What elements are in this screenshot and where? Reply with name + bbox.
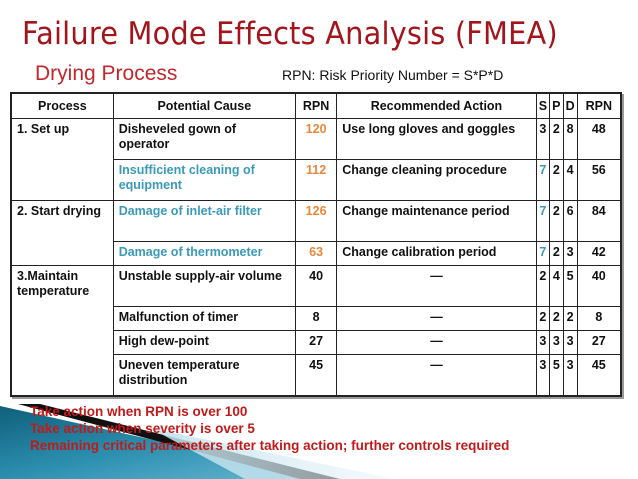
probability-cell: 5 (549, 354, 564, 397)
severity-cell: 2 (535, 265, 551, 307)
table-row: 3.Maintain temperature Unstable supply-a… (10, 265, 622, 397)
rpn-cell: 45 (294, 354, 338, 397)
rpn-after-cell: 8 (576, 306, 622, 331)
header-severity: S (535, 92, 551, 119)
table-row: High dew-point 27 — 3 3 3 27 (11, 330, 622, 355)
fmea-table: Process Potential Cause RPN Recommended … (10, 92, 622, 397)
detection-cell: 3 (562, 241, 578, 266)
severity-cell: 7 (535, 159, 551, 201)
note-severity-threshold: Take action when severity is over 5 (30, 421, 255, 436)
rpn-after-cell: 45 (576, 354, 622, 397)
cause-cell: Uneven temperature distribution (112, 354, 296, 397)
table-row: Uneven temperature distribution 45 — 3 5… (11, 354, 622, 397)
severity-cell: 3 (535, 118, 551, 160)
table-row: Malfunction of timer 8 — 2 2 2 8 (11, 306, 622, 331)
detection-cell: 8 (562, 118, 578, 160)
cause-cell: Damage of thermometer (112, 241, 296, 266)
cause-cell: Unstable supply-air volume (112, 265, 296, 307)
slide-title: Failure Mode Effects Analysis (FMEA) (22, 16, 558, 52)
detection-cell: 3 (562, 330, 578, 355)
severity-cell: 2 (535, 306, 551, 331)
rpn-after-cell: 84 (576, 200, 622, 242)
process-cell: 3.Maintain temperature (10, 265, 114, 397)
rpn-cell: 120 (294, 118, 338, 160)
cause-cell: Insufficient cleaning of equipment (112, 159, 296, 201)
cause-cell: Malfunction of timer (112, 306, 296, 331)
action-cell: Change calibration period (336, 241, 537, 266)
note-rpn-threshold: Take action when RPN is over 100 (30, 404, 248, 419)
rpn-cell: 40 (294, 265, 338, 307)
probability-cell: 2 (549, 241, 564, 266)
slide-subtitle: Drying Process (35, 62, 178, 85)
header-detection: D (562, 92, 578, 119)
table-row: Insufficient cleaning of equipment 112 C… (11, 159, 622, 201)
rpn-after-cell: 56 (576, 159, 622, 201)
detection-cell: 4 (562, 159, 578, 201)
rpn-after-cell: 42 (576, 241, 622, 266)
corner-swoosh-icon (0, 404, 395, 479)
probability-cell: 4 (549, 265, 564, 307)
action-cell: — (336, 265, 537, 307)
rpn-cell: 8 (294, 306, 338, 331)
process-cell: 2. Start drying (10, 200, 114, 266)
cause-cell: Damage of inlet-air filter (112, 200, 296, 242)
process-cell: 1. Set up (10, 118, 114, 201)
detection-cell: 2 (562, 306, 578, 331)
header-process: Process (10, 92, 114, 119)
header-rpn-after: RPN (576, 92, 622, 119)
table-row: Damage of thermometer 63 Change calibrat… (11, 241, 622, 266)
probability-cell: 2 (549, 159, 564, 201)
rpn-after-cell: 48 (576, 118, 622, 160)
detection-cell: 5 (562, 265, 578, 307)
table-row: 2. Start drying Damage of inlet-air filt… (10, 200, 622, 266)
severity-cell: 3 (535, 330, 551, 355)
rpn-after-cell: 27 (576, 330, 622, 355)
table-row: 1. Set up Disheveled gown of operator 12… (10, 118, 622, 201)
rpn-cell: 112 (294, 159, 338, 201)
action-cell: Use long gloves and goggles (336, 118, 537, 160)
cause-cell: High dew-point (112, 330, 296, 355)
cause-cell: Disheveled gown of operator (112, 118, 296, 160)
rpn-cell: 27 (294, 330, 338, 355)
detection-cell: 6 (562, 200, 578, 242)
table-header-row: Process Potential Cause RPN Recommended … (10, 92, 622, 119)
rpn-cell: 63 (294, 241, 338, 266)
severity-cell: 3 (535, 354, 551, 397)
detection-cell: 3 (562, 354, 578, 397)
rpn-after-cell: 40 (576, 265, 622, 307)
header-probability: P (549, 92, 564, 119)
probability-cell: 2 (549, 118, 564, 160)
action-cell: Change maintenance period (336, 200, 537, 242)
header-rpn: RPN (294, 92, 338, 119)
rpn-cell: 126 (294, 200, 338, 242)
header-potential-cause: Potential Cause (112, 92, 296, 119)
action-cell: Change cleaning procedure (336, 159, 537, 201)
action-cell: — (336, 354, 537, 397)
action-notes: Take action when RPN is over 100 Take ac… (30, 403, 509, 454)
rpn-definition: RPN: Risk Priority Number = S*P*D (282, 67, 504, 83)
action-cell: — (336, 306, 537, 331)
probability-cell: 2 (549, 306, 564, 331)
note-remaining-critical: Remaining critical parameters after taki… (30, 438, 510, 453)
header-recommended-action: Recommended Action (336, 92, 537, 119)
severity-cell: 7 (535, 200, 551, 242)
probability-cell: 2 (549, 200, 564, 242)
severity-cell: 7 (535, 241, 551, 266)
probability-cell: 3 (549, 330, 564, 355)
action-cell: — (336, 330, 537, 355)
